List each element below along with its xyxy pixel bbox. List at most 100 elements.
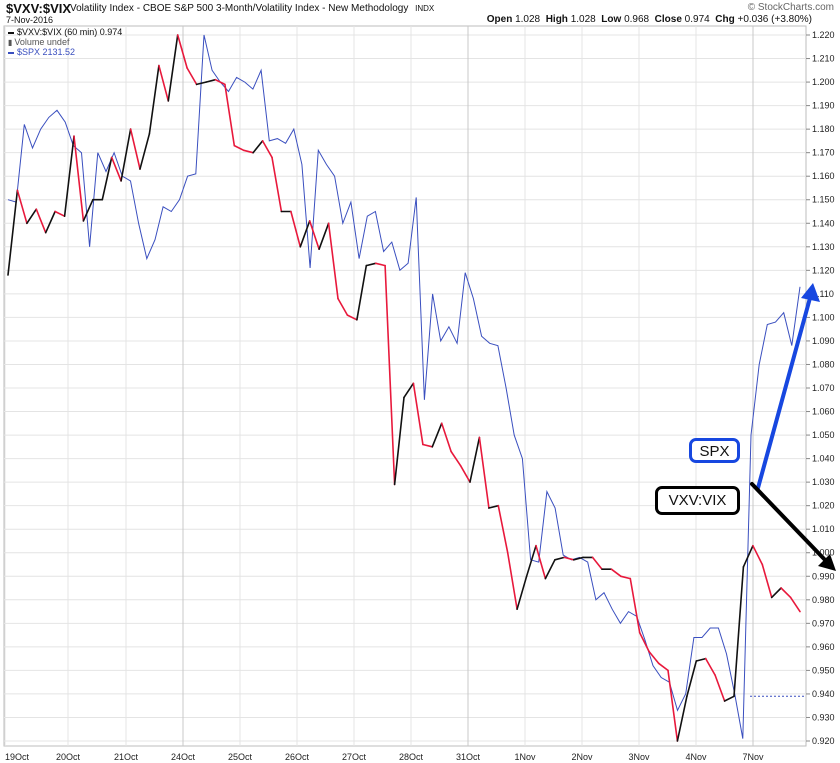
series-segment-ratio bbox=[337, 297, 349, 316]
chart-date: 7-Nov-2016 bbox=[6, 15, 54, 25]
chart-description: Volatility Index - CBOE S&P 500 3-Month/… bbox=[70, 3, 434, 14]
series-segment-ratio bbox=[167, 34, 179, 102]
series-segment-ratio bbox=[158, 64, 170, 102]
y-tick-label: 1.220 bbox=[812, 30, 835, 40]
series-segment-ratio bbox=[789, 596, 801, 613]
series-segment-ratio bbox=[261, 140, 273, 159]
series-segment-ratio bbox=[657, 662, 669, 672]
high-label: High bbox=[545, 14, 568, 25]
series-segment-ratio bbox=[82, 198, 94, 222]
series-segment-ratio bbox=[686, 660, 698, 698]
y-tick-label: 1.060 bbox=[812, 407, 835, 417]
y-tick-label: 0.960 bbox=[812, 642, 835, 652]
y-tick-label: 1.210 bbox=[812, 54, 835, 64]
series-segment-ratio bbox=[572, 556, 584, 561]
legend-swatch-ratio bbox=[8, 31, 14, 34]
series-segment-ratio bbox=[695, 657, 707, 662]
ratio-arrow-shaft bbox=[750, 482, 830, 565]
plot-frame bbox=[3, 25, 807, 747]
series-segment-ratio bbox=[35, 208, 47, 234]
series-segment-ratio bbox=[620, 575, 632, 580]
x-tick-label: 28Oct bbox=[399, 752, 424, 762]
low-value: 0.968 bbox=[624, 14, 650, 25]
chart-annotations bbox=[750, 283, 836, 571]
low-label: Low bbox=[601, 14, 622, 25]
series-segment-ratio bbox=[120, 128, 132, 182]
y-tick-label: 1.190 bbox=[812, 101, 835, 111]
series-segment-ratio bbox=[393, 396, 405, 486]
volume-bars-icon: ▮ bbox=[8, 38, 13, 47]
brand-logo[interactable]: © StockCharts.com bbox=[747, 2, 834, 13]
series-segment-ratio bbox=[544, 558, 556, 580]
series-segment-ratio bbox=[770, 587, 782, 599]
close-value: 0.974 bbox=[684, 14, 710, 25]
series-segment-ratio bbox=[214, 78, 226, 86]
series-line-spx bbox=[7, 34, 801, 739]
series-segment-ratio bbox=[242, 149, 254, 154]
series-segment-ratio bbox=[139, 133, 151, 170]
y-tick-label: 0.980 bbox=[812, 595, 835, 605]
series-segment-ratio bbox=[290, 210, 302, 248]
y-tick-label: 1.080 bbox=[812, 359, 835, 369]
x-tick-label: 2Nov bbox=[571, 752, 593, 762]
series-segment-ratio bbox=[459, 464, 471, 483]
y-tick-label: 1.200 bbox=[812, 77, 835, 87]
series-segment-ratio bbox=[516, 575, 528, 611]
x-tick-label: 31Oct bbox=[456, 752, 481, 762]
x-tick-label: 3Nov bbox=[628, 752, 650, 762]
chg-label: Chg bbox=[715, 14, 735, 25]
y-tick-label: 1.030 bbox=[812, 477, 835, 487]
open-value: 1.028 bbox=[515, 14, 541, 25]
series-segment-ratio bbox=[205, 78, 217, 83]
series-segment-ratio bbox=[374, 262, 386, 267]
y-tick-label: 0.940 bbox=[812, 689, 835, 699]
x-tick-label: 4Nov bbox=[685, 752, 707, 762]
chart-plot bbox=[7, 34, 806, 742]
series-segment-ratio bbox=[422, 443, 434, 448]
spx-arrow-shaft bbox=[756, 296, 812, 490]
x-tick-label: 25Oct bbox=[228, 752, 253, 762]
y-tick-label: 1.020 bbox=[812, 501, 835, 511]
y-tick-label: 1.110 bbox=[812, 289, 834, 299]
series-segment-ratio bbox=[761, 563, 773, 599]
y-tick-label: 1.070 bbox=[812, 383, 835, 393]
series-segment-ratio bbox=[648, 650, 660, 665]
close-label: Close bbox=[654, 14, 682, 25]
series-segment-ratio bbox=[16, 189, 28, 225]
series-segment-ratio bbox=[318, 222, 330, 250]
chart-axes: 0.920 0.930 0.940 0.950 0.960 0.970 0.980 0.990… bbox=[5, 30, 835, 762]
spx-arrowhead bbox=[801, 283, 820, 302]
y-tick-label: 0.970 bbox=[812, 618, 835, 628]
x-tick-label: 27Oct bbox=[342, 752, 367, 762]
y-tick-label: 0.950 bbox=[812, 665, 835, 675]
ratio-callout: VXV:VIX bbox=[655, 486, 740, 515]
high-value: 1.028 bbox=[570, 14, 596, 25]
series-segment-ratio bbox=[638, 631, 650, 653]
series-segment-ratio bbox=[412, 382, 424, 446]
series-segment-ratio bbox=[431, 422, 443, 448]
chart-symbol: $VXV:$VIX bbox=[6, 1, 72, 16]
series-segment-ratio bbox=[271, 156, 283, 213]
legend-item-spx: $SPX 2131.52 bbox=[8, 47, 75, 57]
series-segment-ratio bbox=[780, 587, 792, 599]
y-tick-label: 1.000 bbox=[812, 548, 835, 558]
x-tick-label: 1Nov bbox=[514, 752, 536, 762]
y-tick-label: 1.100 bbox=[812, 312, 835, 322]
series-segment-ratio bbox=[488, 504, 500, 509]
series-segment-ratio bbox=[148, 64, 160, 135]
y-tick-label: 1.180 bbox=[812, 124, 835, 134]
series-segment-ratio bbox=[101, 156, 113, 201]
chart-header: $VXV:$VIX Volatility Index - CBOE S&P 50… bbox=[0, 0, 840, 26]
legend-label: $SPX 2131.52 bbox=[17, 47, 76, 57]
series-segment-ratio bbox=[535, 544, 547, 580]
series-segment-ratio bbox=[525, 544, 537, 578]
series-segment-ratio bbox=[299, 220, 311, 248]
series-segment-ratio bbox=[450, 450, 462, 467]
series-segment-ratio bbox=[629, 577, 641, 634]
x-tick-label: 7Nov bbox=[742, 752, 764, 762]
ohlc-readout: Open 1.028 High 1.028 Low 0.968 Close 0.… bbox=[487, 14, 812, 25]
series-segment-ratio bbox=[733, 566, 745, 698]
chg-value: +0.036 (+3.80%) bbox=[737, 14, 813, 25]
y-tick-label: 1.140 bbox=[812, 218, 835, 228]
series-segment-ratio bbox=[469, 436, 481, 483]
